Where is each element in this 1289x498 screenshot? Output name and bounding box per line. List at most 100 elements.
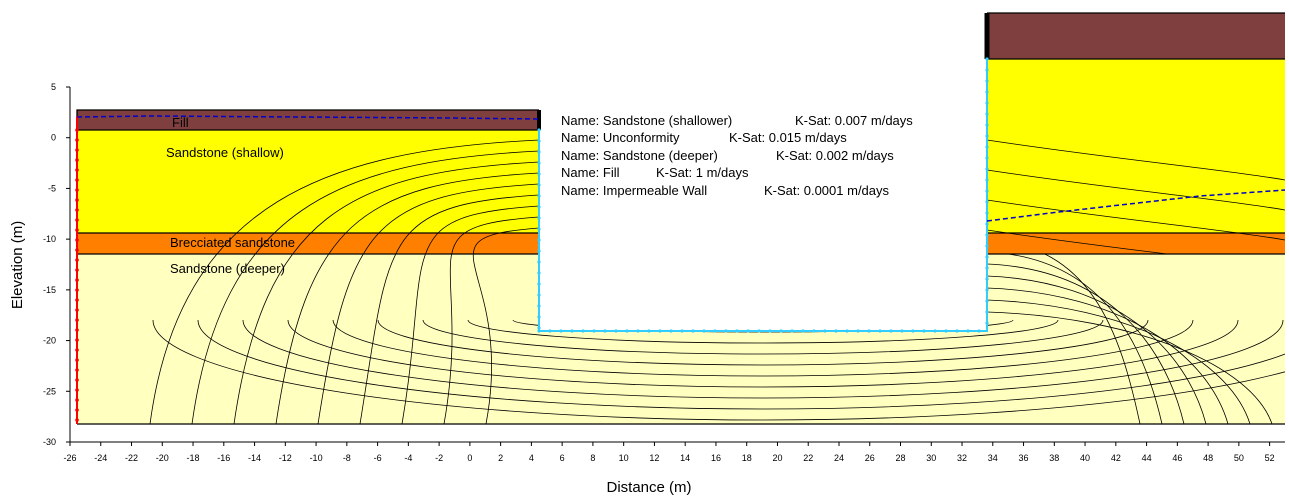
node — [691, 329, 694, 332]
node — [537, 183, 540, 186]
node — [75, 328, 79, 332]
y-tick-label: 5 — [51, 82, 56, 92]
node — [537, 139, 540, 142]
y-axis-title: Elevation (m) — [9, 221, 26, 309]
node — [878, 329, 881, 332]
node — [985, 321, 988, 324]
node — [985, 57, 988, 60]
node — [570, 329, 573, 332]
x-tick-label: 52 — [1265, 453, 1275, 463]
x-tick-label: 40 — [1080, 453, 1090, 463]
node — [658, 329, 661, 332]
node — [922, 329, 925, 332]
node — [647, 329, 650, 332]
node — [75, 378, 79, 382]
x-tick-label: 10 — [619, 453, 629, 463]
node — [75, 278, 79, 282]
x-tick-label: 26 — [865, 453, 875, 463]
x-tick-label: 34 — [988, 453, 998, 463]
node — [768, 329, 771, 332]
x-tick-label: 16 — [711, 453, 721, 463]
node — [889, 329, 892, 332]
x-tick-label: 46 — [1172, 453, 1182, 463]
node — [537, 282, 540, 285]
x-tick-label: -18 — [187, 453, 200, 463]
y-tick-label: -10 — [43, 234, 56, 244]
material-ksat: K-Sat: 0.002 m/days — [776, 148, 894, 163]
node — [537, 205, 540, 208]
region-label: Sandstone (deeper) — [170, 261, 285, 276]
node — [537, 326, 540, 329]
node — [757, 329, 760, 332]
node — [985, 222, 988, 225]
x-tick-label: -4 — [404, 453, 412, 463]
material-name: Name: Sandstone (deeper) — [561, 148, 718, 163]
y-tick-label: -25 — [43, 386, 56, 396]
node — [75, 418, 79, 422]
x-tick-label: -20 — [156, 453, 169, 463]
node — [985, 123, 988, 126]
x-axis-title: Distance (m) — [606, 479, 691, 496]
node — [985, 200, 988, 203]
node — [985, 178, 988, 181]
node — [966, 329, 969, 332]
material-name: Name: Sandstone (shallower) — [561, 113, 732, 128]
x-tick-label: -8 — [343, 453, 351, 463]
node — [537, 260, 540, 263]
x-tick-label: 42 — [1111, 453, 1121, 463]
region-label: Sandstone (shallow) — [166, 145, 284, 160]
node — [856, 329, 859, 332]
x-tick-label: 28 — [895, 453, 905, 463]
x-tick-label: 50 — [1234, 453, 1244, 463]
node — [537, 194, 540, 197]
x-tick-label: 14 — [680, 453, 690, 463]
x-tick-label: 4 — [529, 453, 534, 463]
node — [702, 329, 705, 332]
node — [985, 310, 988, 313]
node — [985, 211, 988, 214]
material-legend: Name: Sandstone (shallower) K-Sat: 0.007… — [561, 113, 913, 198]
node — [75, 238, 79, 242]
node — [680, 329, 683, 332]
node — [537, 172, 540, 175]
x-tick-label: 48 — [1203, 453, 1213, 463]
node — [985, 233, 988, 236]
material-ksat: K-Sat: 0.0001 m/days — [764, 183, 890, 198]
y-tick-label: -20 — [43, 336, 56, 346]
node — [985, 288, 988, 291]
y-tick-label: -5 — [48, 183, 56, 193]
node — [537, 315, 540, 318]
node — [581, 329, 584, 332]
x-tick-label: -26 — [63, 453, 76, 463]
node — [75, 148, 79, 152]
node — [75, 128, 79, 132]
x-tick-label: 0 — [467, 453, 472, 463]
node — [985, 68, 988, 71]
node — [735, 329, 738, 332]
region-label: Brecciated sandstone — [170, 235, 295, 250]
x-tick-label: 12 — [649, 453, 659, 463]
x-tick-label: 20 — [772, 453, 782, 463]
node — [845, 329, 848, 332]
node — [537, 249, 540, 252]
x-tick-label: 6 — [560, 453, 565, 463]
node — [537, 271, 540, 274]
material-name: Name: Unconformity — [561, 130, 680, 145]
node — [537, 304, 540, 307]
node — [985, 277, 988, 280]
node — [548, 329, 551, 332]
node — [75, 318, 79, 322]
node — [834, 329, 837, 332]
node — [713, 329, 716, 332]
x-tick-label: 8 — [590, 453, 595, 463]
node — [75, 168, 79, 172]
node — [537, 293, 540, 296]
x-tick-label: -12 — [279, 453, 292, 463]
node — [985, 299, 988, 302]
node — [823, 329, 826, 332]
node — [75, 268, 79, 272]
material-ksat: K-Sat: 1 m/days — [656, 165, 749, 180]
x-tick-label: -22 — [125, 453, 138, 463]
node — [75, 288, 79, 292]
node — [985, 156, 988, 159]
